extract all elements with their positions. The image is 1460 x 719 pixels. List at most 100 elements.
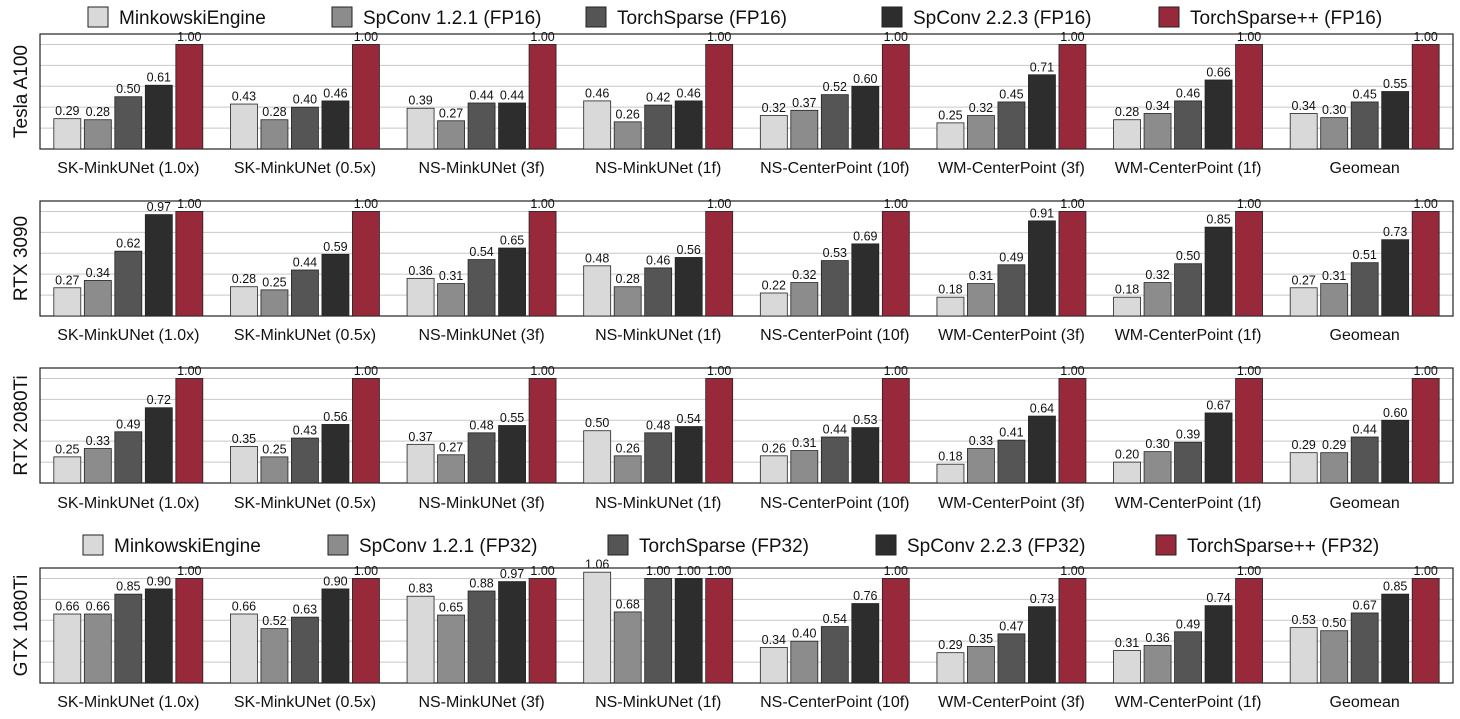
data-label: 1.00 [707,30,731,44]
bar [644,104,673,150]
tick-label: SK-MinkUNet (1.0x) [57,495,199,512]
data-label: 0.25 [262,275,286,289]
bar [114,96,143,150]
data-label: 1.00 [884,197,908,211]
bar [1350,436,1379,484]
bar [467,590,496,684]
bar [498,102,526,150]
bar [1411,578,1440,684]
bar [790,282,819,317]
gpu-label: GTX 1080Ti [11,575,32,677]
data-label: 0.50 [1322,616,1346,630]
data-label: 0.61 [147,71,171,85]
bar [1028,415,1056,484]
tick-label: SK-MinkUNet (1.0x) [57,160,199,177]
data-label: 0.91 [1030,206,1054,220]
legend-swatch [585,6,607,28]
bar [1058,44,1087,150]
data-label: 0.63 [293,603,317,617]
bar [321,588,350,684]
panel-rtx-3090: RTX 3090 0.27 0.34 0.62 0.97 1.00 SK-MinkUNet … [11,197,1454,344]
data-label: 1.00 [1237,564,1261,578]
bar [936,296,965,317]
data-label: 0.29 [55,104,79,118]
data-label: 1.00 [1060,364,1084,378]
data-label: 0.72 [147,393,171,407]
bar [498,581,526,684]
bar [1350,262,1379,317]
bar [705,211,734,317]
bar [352,378,380,484]
bar [759,647,788,684]
data-label: 0.50 [1176,249,1200,263]
data-label: 1.00 [1414,364,1438,378]
data-label: 0.18 [1115,283,1139,297]
data-label: 0.34 [86,266,110,280]
bar [1058,211,1087,317]
legend-swatch [1158,6,1180,28]
bar [114,593,143,684]
bar [144,588,173,684]
data-label: 0.54 [677,412,701,426]
data-label: 0.32 [792,268,816,282]
bar [674,578,703,684]
bar [53,118,82,150]
data-label: 0.67 [1206,398,1230,412]
data-label: 1.00 [1414,30,1438,44]
bar [1174,631,1202,684]
data-label: 0.90 [147,574,171,588]
bar [881,211,910,317]
tick-label: Geomean [1330,327,1400,344]
legend-swatch [607,534,629,556]
legend-label: SpConv 1.2.1 (FP32) [359,536,537,557]
bar [437,454,465,484]
bar [175,578,204,684]
bar [175,378,204,484]
bar [1320,452,1349,484]
bar [674,426,703,484]
tick-label: SK-MinkUNet (0.5x) [234,495,376,512]
data-label: 0.18 [938,450,962,464]
tick-label: NS-MinkUNet (1f) [595,327,721,344]
bar [851,427,880,484]
data-label: 0.97 [147,200,171,214]
bar [1143,113,1172,150]
bar [467,102,496,150]
tick-label: SK-MinkUNet (1.0x) [57,327,199,344]
legend-label: TorchSparse++ (FP16) [1190,8,1382,29]
bar [1381,91,1410,150]
data-label: 0.53 [823,246,847,260]
bar [406,443,435,484]
data-label: 1.00 [707,564,731,578]
data-label: 1.00 [1414,197,1438,211]
bar [881,44,910,150]
bar [498,247,526,317]
data-label: 0.52 [823,80,847,94]
data-label: 0.40 [293,93,317,107]
data-label: 0.40 [792,627,816,641]
bar [1204,226,1233,317]
data-label: 1.00 [354,30,378,44]
bar [1174,263,1202,317]
tick-label: NS-CenterPoint (10f) [760,327,909,344]
bar [1320,117,1349,150]
bar [437,283,465,317]
data-label: 0.46 [585,86,609,100]
tick-label: NS-CenterPoint (10f) [760,694,909,711]
data-label: 1.00 [646,564,670,578]
plot-frame [39,367,1454,484]
bar [613,455,642,484]
data-label: 0.28 [616,272,640,286]
data-label: 0.55 [500,411,524,425]
bar [230,446,258,484]
bar [321,253,350,317]
bar [260,289,289,317]
bar [1143,644,1172,684]
data-label: 0.34 [762,633,786,647]
data-label: 0.62 [116,237,140,251]
bar [967,448,995,484]
tick-label: SK-MinkUNet (0.5x) [234,160,376,177]
data-label: 0.69 [853,229,877,243]
bar [1381,239,1410,317]
bar [997,633,1026,684]
